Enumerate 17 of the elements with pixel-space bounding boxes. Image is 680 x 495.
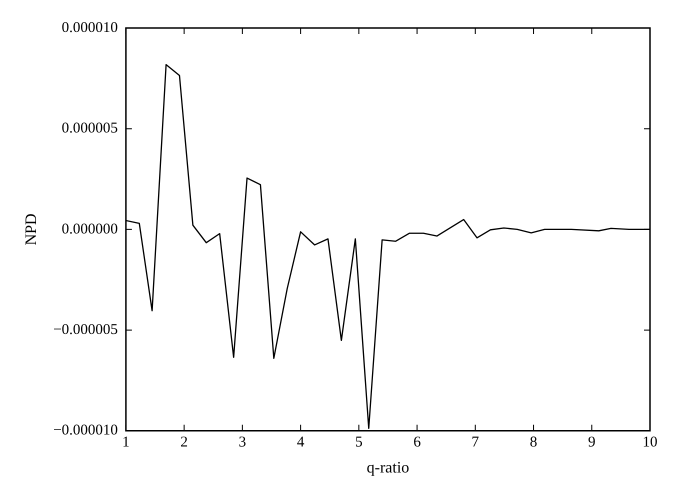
y-tick-label: 0.000005: [62, 120, 118, 137]
y-axis-title: NPD: [22, 213, 40, 246]
y-tick-label: −0.000005: [53, 322, 118, 338]
x-tick-label: 5: [355, 434, 363, 451]
x-axis-title: q-ratio: [366, 460, 410, 477]
x-tick-label: 6: [413, 434, 422, 451]
x-tick-label: 1: [122, 434, 130, 451]
x-tick-label: 4: [296, 434, 305, 451]
y-tick-label: 0.000010: [62, 20, 118, 36]
y-tick-label: −0.000010: [53, 422, 118, 439]
x-tick-label: 8: [530, 434, 538, 451]
x-tick-label: 9: [588, 434, 596, 451]
x-tick-label: 7: [472, 434, 480, 451]
x-tick-label: 3: [238, 434, 246, 451]
x-tick-label: 10: [642, 434, 658, 451]
x-tick-label: 2: [180, 434, 188, 451]
y-tick-label: 0.000000: [62, 221, 118, 238]
